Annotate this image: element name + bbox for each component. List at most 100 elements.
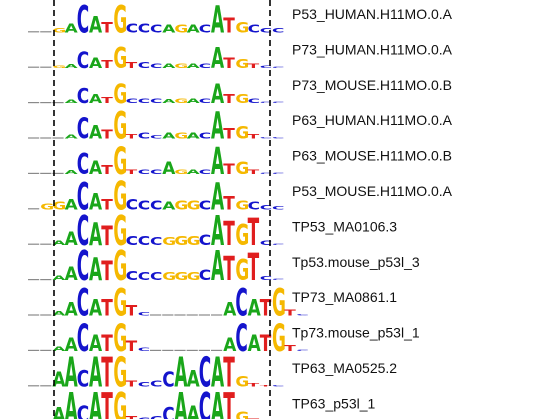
logo-letter-C: C <box>138 199 150 213</box>
logo-letter-T: T <box>101 96 113 105</box>
logo-letter-A: A <box>162 24 175 36</box>
logo-letter-T: T <box>101 256 113 287</box>
logo-letter-A: A <box>187 132 201 141</box>
logo-letter-A: A <box>187 62 200 69</box>
logo-letter-T: T <box>126 415 138 419</box>
logo-letter-C: C <box>150 62 162 69</box>
logo-letter-G: G <box>235 253 249 287</box>
logo-letter-C: C <box>150 271 162 283</box>
logo-letter-C: C <box>138 347 150 352</box>
logo-letter-A: A <box>223 335 236 356</box>
logo-letter-C: C <box>126 196 138 213</box>
logo-letter-C: C <box>77 208 89 255</box>
logo-letter-T: T <box>101 330 113 357</box>
logo-letter-G: G <box>235 19 249 36</box>
logo-letter-C: C <box>138 416 150 419</box>
logo-letter-C: C <box>77 112 89 146</box>
motif-label: TP63_MA0525.2 <box>292 360 397 376</box>
logo-letter-G: G <box>235 92 249 106</box>
logo-letter-C: C <box>150 98 162 105</box>
logo-letter-A: A <box>65 229 78 250</box>
logo-letter-C: C <box>138 132 150 141</box>
logo-letter-A: A <box>162 98 176 104</box>
logo-letter-C: C <box>126 22 138 36</box>
logo-letter-G: G <box>52 201 66 213</box>
logo-letter-C: C <box>260 172 273 174</box>
logo-letter-C: C <box>77 400 89 419</box>
logo-letter-A: A <box>52 369 65 392</box>
logo-low-info-mark <box>28 31 40 33</box>
logo-letter-A: A <box>187 24 200 36</box>
logo-low-info-mark <box>162 314 174 316</box>
logo-letter-C: C <box>272 385 285 387</box>
logo-letter-A: A <box>174 350 187 397</box>
logo-letter-T: T <box>223 251 235 289</box>
logo-letter-T: T <box>126 61 138 70</box>
logo-letter-T: T <box>223 160 235 177</box>
logo-letter-G: G <box>113 316 127 360</box>
logo-letter-T: T <box>126 337 138 354</box>
logo-letter-G: G <box>113 208 127 255</box>
logo-letter-C: C <box>260 27 272 34</box>
logo-letter-G: G <box>235 159 249 178</box>
logo-letter-T: T <box>126 133 138 140</box>
logo-letter-G: G <box>113 350 127 397</box>
logo-low-info-mark <box>40 31 52 33</box>
logo-low-info-mark <box>186 349 198 351</box>
logo-letter-C: C <box>199 169 211 176</box>
logo-low-info-mark <box>40 66 52 68</box>
logo-low-info-mark <box>211 314 223 316</box>
motif-label: TP73_MA0861.1 <box>292 289 397 305</box>
logo-letter-A: A <box>211 139 225 183</box>
logo-letter-C: C <box>77 46 89 73</box>
logo-letter-G: G <box>235 408 249 419</box>
logo-letter-A: A <box>52 239 65 246</box>
logo-letter-G: G <box>187 271 201 283</box>
logo-letter-C: C <box>77 147 89 181</box>
motif-logo-row: A C A T GT C C A GA C A T GT C C <box>28 139 285 183</box>
motif-label: P53_MOUSE.H11MO.0.A <box>292 183 453 199</box>
logo-letter-C: C <box>199 350 211 397</box>
logo-letter-C: C <box>272 66 285 68</box>
logo-low-info-mark <box>174 349 186 351</box>
logo-letter-G: G <box>113 139 127 183</box>
logo-letter-A: A <box>187 98 200 105</box>
logo-letter-A: A <box>89 294 103 321</box>
logo-letter-C: C <box>260 101 273 103</box>
logo-letter-T: T <box>248 133 260 140</box>
logo-low-info-mark <box>40 385 52 387</box>
logo-low-info-mark <box>174 314 186 316</box>
logo-letter-C: C <box>272 101 285 103</box>
logo-letter-A: A <box>65 63 79 69</box>
logo-letter-A: A <box>65 335 78 356</box>
logo-letter-A: A <box>187 400 201 419</box>
logo-letter-C: C <box>260 204 272 211</box>
logo-letter-C: C <box>138 22 150 36</box>
logo-low-info-mark <box>52 137 64 139</box>
logo-letter-T: T <box>260 330 272 357</box>
logo-letter-G: G <box>174 24 188 36</box>
logo-letter-G: G <box>113 385 127 419</box>
logo-letter-A: A <box>162 201 175 213</box>
logo-letter-T: T <box>248 62 260 69</box>
logo-letter-G: G <box>174 234 188 248</box>
logo-letter-T: T <box>101 196 113 213</box>
logo-low-info-mark <box>40 172 52 174</box>
logo-letter-C: C <box>248 201 260 213</box>
logo-low-info-mark <box>52 172 64 174</box>
logo-letter-A: A <box>65 100 79 105</box>
motif-label: P53_HUMAN.H11MO.0.A <box>292 6 453 22</box>
logo-letter-A: A <box>162 62 175 69</box>
logo-low-info-mark <box>40 102 52 104</box>
logo-letter-T: T <box>101 128 114 142</box>
logo-low-info-mark <box>186 314 198 316</box>
logo-low-info-mark <box>52 102 64 104</box>
logo-letter-A: A <box>89 385 102 419</box>
logo-letter-T: T <box>101 350 113 397</box>
logo-letter-C: C <box>248 24 260 36</box>
logo-letter-G: G <box>187 234 201 248</box>
logo-letter-T: T <box>101 221 113 252</box>
logo-letter-T: T <box>223 125 235 142</box>
